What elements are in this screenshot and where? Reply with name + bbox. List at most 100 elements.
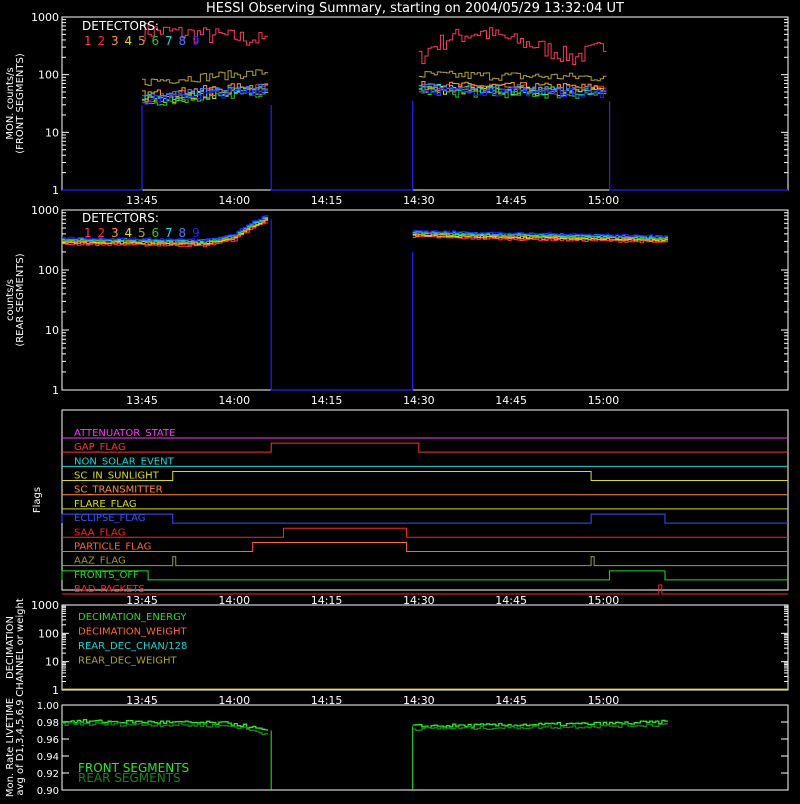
rear-ylabel: counts/s xyxy=(5,279,16,321)
front-frame xyxy=(61,16,789,191)
livetime-series-0 xyxy=(412,719,668,729)
flag-label-attenuator_state: ATTENUATOR_STATE xyxy=(74,428,175,439)
rear-xtick-label: 13:45 xyxy=(126,394,158,407)
flag-line-saa_flag xyxy=(62,527,788,538)
livetime-ylabel: avg of D1,3,4,5,6,9 xyxy=(15,699,26,795)
decimation-xtick-label: 15:00 xyxy=(588,694,620,707)
flag-line-gap_flag xyxy=(62,442,788,453)
flag-label-non_solar_event: NON_SOLAR_EVENT xyxy=(74,456,175,467)
flag-label-eclipse_flag: ECLIPSE_FLAG xyxy=(74,513,145,524)
flag-label-bad_packets: BAD_PACKETS xyxy=(74,584,145,595)
rear-legend-title: DETECTORS: xyxy=(82,211,159,225)
rear-xtick-label: 15:00 xyxy=(588,394,620,407)
rear-legend-digit-1: 1 xyxy=(84,226,92,240)
front-ytick-label: 1 xyxy=(52,184,59,197)
rear-frame xyxy=(61,209,789,391)
decimation-ylabel: CHANNEL or weight xyxy=(15,598,26,697)
rear-xtick-label: 14:15 xyxy=(311,394,343,407)
flags-xtick-label: 14:15 xyxy=(311,594,343,607)
rear-legend-digit-5: 5 xyxy=(138,226,146,240)
flags-xtick-label: 13:45 xyxy=(126,594,158,607)
front-legend-digit-8: 8 xyxy=(179,34,187,48)
flag-label-aaz_flag: AAZ_FLAG xyxy=(74,556,126,567)
front-ytick-label: 100 xyxy=(38,69,59,82)
flag-line-eclipse_flag xyxy=(61,513,788,524)
flag-label-flare_flag: FLARE_FLAG xyxy=(74,499,137,510)
rear-panel: 13:45 14:00 14:15 14:30 14:45 15:00 1 10 100 1000… xyxy=(5,204,789,407)
front-legend-digit-7: 7 xyxy=(165,34,173,48)
rear-legend-digit-4: 4 xyxy=(125,226,133,240)
flag-line-fronts_off xyxy=(61,570,788,581)
front-legend-digit-2: 2 xyxy=(98,34,106,48)
flags-xtick-label: 15:00 xyxy=(588,594,620,607)
front-xtick-label: 15:00 xyxy=(588,194,620,207)
front-legend-digit-1: 1 xyxy=(84,34,92,48)
flag-line-sc_in_sunlight xyxy=(62,471,788,482)
rear-series-3 xyxy=(62,219,269,246)
front-legend-title: DETECTORS: xyxy=(82,19,159,33)
flags-xtick-label: 14:30 xyxy=(403,594,435,607)
decimation-xtick-label: 14:30 xyxy=(403,694,435,707)
front-legend-digit-4: 4 xyxy=(125,34,133,48)
livetime-ytick-label: 0.92 xyxy=(37,769,59,780)
flag-label-gap_flag: GAP_FLAG xyxy=(74,442,126,453)
front-series-5 xyxy=(418,70,607,82)
rear-legend-digit-9: 9 xyxy=(192,226,200,240)
rear-xtick-label: 14:00 xyxy=(218,394,250,407)
rear-legend-digit-8: 8 xyxy=(179,226,187,240)
livetime-legend-0: FRONT SEGMENTS xyxy=(78,761,189,775)
livetime-ytick-label: 0.94 xyxy=(37,752,59,763)
rear-ytick-label: 100 xyxy=(38,264,59,277)
rear-ytick-label: 1000 xyxy=(31,204,59,217)
front-legend-digit-9: 9 xyxy=(192,34,200,48)
front-ytick-label: 1000 xyxy=(31,11,59,24)
front-xtick-label: 14:15 xyxy=(311,194,343,207)
rear-ytick-label: 10 xyxy=(45,324,59,337)
rear-series-9 xyxy=(62,215,269,242)
livetime-series-1 xyxy=(412,723,668,732)
flag-line-particle_flag xyxy=(62,541,788,552)
flags-xtick-label: 14:00 xyxy=(218,594,250,607)
decimation-frame xyxy=(61,604,789,691)
decimation-xtick-label: 14:15 xyxy=(311,694,343,707)
rear-series-9 xyxy=(412,229,668,238)
front-ytick-label: 10 xyxy=(45,126,59,139)
flag-line-bad_packets xyxy=(62,584,788,595)
rear-legend-digit-6: 6 xyxy=(152,226,160,240)
livetime-ytick-label: 0.98 xyxy=(37,718,59,729)
decimation-legend-0: DECIMATION_ENERGY xyxy=(78,612,187,623)
decimation-ytick-label: 10 xyxy=(45,656,59,669)
flags-frame xyxy=(61,409,789,591)
rear-ytick-label: 1 xyxy=(52,384,59,397)
front-xtick-label: 14:45 xyxy=(495,194,527,207)
rear-legend-digit-3: 3 xyxy=(111,226,119,240)
livetime-series-1 xyxy=(62,721,269,736)
front-legend-digit-6: 6 xyxy=(152,34,160,48)
decimation-xtick-label: 14:45 xyxy=(495,694,527,707)
livetime-ytick-label: 1.00 xyxy=(37,701,59,712)
front-legend-digit-3: 3 xyxy=(111,34,119,48)
livetime-panel: Mon. Rate LIVETIME avg of D1,3,4,5,6,9 0.9… xyxy=(5,698,789,797)
livetime-legend-1: REAR SEGMENTS xyxy=(78,771,181,785)
decimation-xtick-label: 14:00 xyxy=(218,694,250,707)
rear-xtick-label: 14:30 xyxy=(403,394,435,407)
flag-label-sc_in_sunlight: SC_IN_SUNLIGHT xyxy=(74,471,160,482)
flags-xtick-label: 14:45 xyxy=(495,594,527,607)
livetime-ylabel: Mon. Rate LIVETIME xyxy=(5,698,16,797)
rear-gap-envelope xyxy=(270,219,414,391)
plot-title: HESSI Observing Summary, starting on 200… xyxy=(206,1,624,16)
front-series-1 xyxy=(142,23,269,46)
decimation-ytick-label: 100 xyxy=(38,627,59,640)
livetime-series-0 xyxy=(62,719,269,731)
decimation-legend-2: REAR_DEC_CHAN/128 xyxy=(78,641,187,652)
decimation-panel: 13:45 14:00 14:15 14:30 14:45 15:00 1 10 100 1000… xyxy=(5,598,789,707)
decimation-legend-3: REAR_DEC_WEIGHT xyxy=(78,656,177,667)
front-panel: 13:45 14:00 14:15 14:30 14:45 15:00 1 10 100 1000… xyxy=(5,11,789,207)
front-series-3 xyxy=(418,81,607,92)
decimation-ylabel: DECIMATION xyxy=(5,616,16,679)
front-series-9 xyxy=(418,87,607,98)
rear-legend-digit-7: 7 xyxy=(165,226,173,240)
rear-legend-digit-2: 2 xyxy=(98,226,106,240)
flag-label-fronts_off: FRONTS_OFF xyxy=(74,570,139,581)
